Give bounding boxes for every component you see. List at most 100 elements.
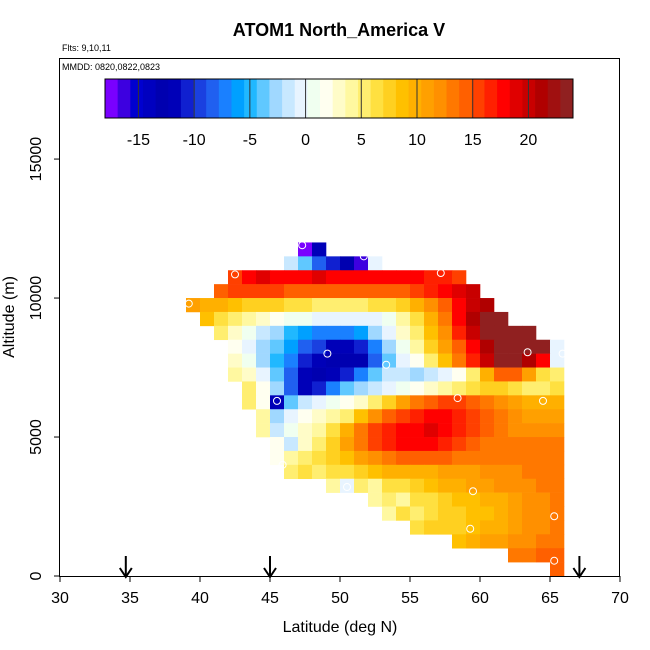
heatmap-cell (228, 270, 243, 285)
heatmap-cell (494, 423, 509, 438)
flight-arrow (263, 556, 277, 579)
x-axis: 30 35 40 45 50 55 60 65 70 (51, 576, 629, 607)
heatmap-cell (508, 478, 523, 493)
heatmap-cell (382, 437, 397, 452)
colorbar-swatch (497, 79, 511, 118)
heatmap-cell (256, 367, 271, 382)
heatmap-cell (382, 325, 397, 341)
heatmap-cell (480, 381, 495, 396)
heatmap-cell (298, 423, 313, 438)
heatmap-cell (410, 437, 425, 452)
heatmap-cell (466, 423, 481, 438)
heatmap-cell (494, 506, 509, 521)
heatmap-cell (354, 381, 369, 396)
heatmap-cell (284, 450, 299, 466)
heatmap-cell (550, 395, 565, 410)
colorbar-tick-label: -10 (183, 132, 206, 149)
heatmap-cell (368, 339, 383, 354)
heatmap-cell (368, 409, 383, 424)
heatmap-cell (298, 353, 313, 368)
heatmap-cell (368, 423, 383, 438)
heatmap-cell (508, 548, 523, 563)
heatmap-cell (326, 464, 341, 480)
heatmap-cell (508, 492, 523, 507)
heatmap-cell (340, 325, 355, 341)
y-tick-label: 15000 (28, 137, 45, 182)
heatmap-cell (312, 409, 327, 424)
heatmap-cell (410, 506, 425, 521)
heatmap-cell (522, 506, 537, 521)
heatmap-cell (228, 311, 243, 327)
flight-arrow (118, 556, 133, 579)
heatmap-cell (522, 423, 537, 438)
sample-marker (273, 396, 281, 405)
colorbar-swatch (320, 79, 334, 118)
heatmap-cell (508, 409, 523, 424)
x-tick-label: 40 (191, 590, 209, 607)
heatmap-cell (452, 353, 467, 368)
heatmap-cell (438, 395, 453, 410)
heatmap-cell (228, 339, 243, 354)
heatmap-cell (256, 409, 271, 424)
heatmap-cell (326, 284, 341, 299)
heatmap-cell (256, 325, 271, 341)
heatmap-cell (536, 548, 551, 563)
colorbar-tick-label: 15 (464, 132, 482, 149)
heatmap-cell (410, 339, 425, 354)
heatmap-cell (298, 409, 313, 424)
heatmap-cell (326, 381, 341, 396)
heatmap-cell (522, 492, 537, 507)
heatmap-cell (550, 339, 565, 354)
heatmap-cell (466, 311, 481, 327)
heatmap-cell (452, 311, 467, 327)
heatmap-cell (256, 284, 271, 299)
heatmap-cell (382, 339, 397, 354)
heatmap-cell (480, 506, 495, 521)
colorbar-tick-label: 5 (357, 132, 366, 149)
heatmap-cell (298, 367, 313, 382)
heatmap-cell (438, 492, 453, 507)
heatmap-cell (438, 367, 453, 382)
colorbar-tick-label: 20 (520, 132, 538, 149)
heatmap-cell (326, 339, 341, 354)
heatmap-cell (550, 437, 565, 452)
heatmap-cell (480, 311, 495, 327)
heatmap-cell (312, 256, 327, 271)
heatmap-cell (298, 325, 313, 341)
heatmap-cell (242, 284, 257, 299)
heatmap-cell (284, 437, 299, 452)
heatmap-cell (410, 298, 425, 313)
heatmap-cell (200, 311, 215, 327)
heatmap-cell (382, 409, 397, 424)
heatmap-cell (452, 270, 467, 285)
colorbar-swatch (130, 79, 144, 118)
heatmap-cell (284, 381, 299, 396)
colorbar-tick-label: -15 (127, 132, 150, 149)
x-tick-label: 70 (611, 590, 629, 607)
heatmap-cell (200, 298, 215, 313)
heatmap-cell (550, 409, 565, 424)
heatmap-cell (466, 464, 481, 480)
heatmap-cell (228, 298, 243, 313)
colorbar-swatch (471, 79, 485, 118)
heatmap-cell (522, 520, 537, 535)
heatmap-cell (410, 423, 425, 438)
heatmap-cell (424, 520, 439, 535)
heatmap-cell (480, 353, 495, 368)
heatmap-cell (438, 353, 453, 368)
colorbar-swatch (535, 79, 549, 118)
heatmap-cell (536, 478, 551, 493)
heatmap-cell (536, 409, 551, 424)
heatmap-cell (312, 437, 327, 452)
heatmap-cell (354, 270, 369, 285)
x-tick-label: 50 (331, 590, 349, 607)
heatmap-cell (340, 464, 355, 480)
heatmap-cell (452, 339, 467, 354)
heatmap-cell (480, 464, 495, 480)
heatmap-cell (270, 311, 285, 327)
heatmap-cell (396, 270, 411, 285)
heatmap-cell (480, 534, 495, 549)
heatmap-cell (452, 464, 467, 480)
heatmap-cell (438, 520, 453, 535)
